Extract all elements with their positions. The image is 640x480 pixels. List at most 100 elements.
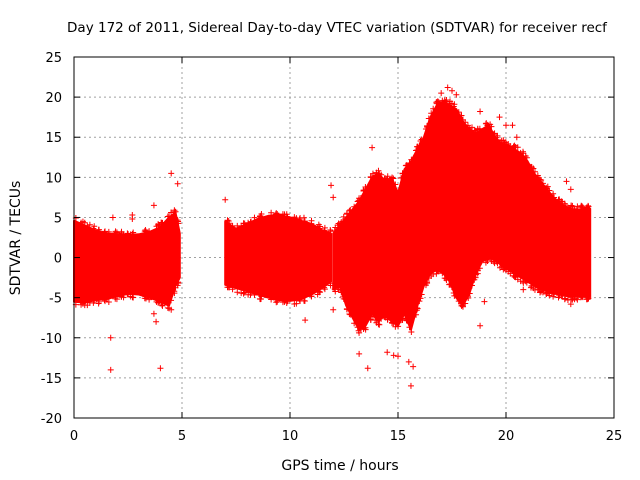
outlier-point <box>407 382 414 389</box>
outlier-point <box>453 91 460 98</box>
data-point <box>91 297 98 304</box>
data-point <box>384 316 391 323</box>
data-point <box>538 176 545 183</box>
data-point <box>372 172 379 179</box>
data-point <box>362 185 369 192</box>
data-point <box>102 298 109 305</box>
data-point <box>564 204 571 211</box>
data-point <box>130 294 137 301</box>
data-point <box>382 178 389 185</box>
data-point <box>291 300 298 307</box>
data-point <box>428 110 435 117</box>
data-point <box>118 229 125 236</box>
data-point <box>159 302 166 309</box>
data-point <box>555 294 562 301</box>
data-point <box>472 271 479 278</box>
data-point <box>174 282 181 289</box>
outlier-point <box>107 366 114 373</box>
data-point <box>512 274 519 281</box>
outlier-point <box>369 144 376 151</box>
data-point <box>395 189 402 196</box>
y-tick-label: 0 <box>54 252 62 267</box>
data-point <box>462 300 469 307</box>
data-point <box>512 144 519 151</box>
data-point <box>447 281 454 288</box>
data-point <box>279 299 286 306</box>
x-tick-label: 5 <box>178 429 186 444</box>
data-point <box>241 289 248 296</box>
data-point <box>390 175 397 182</box>
data-point <box>112 294 119 300</box>
x-axis-label: GPS time / hours <box>281 458 398 474</box>
data-point <box>494 260 501 267</box>
data-point <box>539 180 546 187</box>
outlier-point <box>129 216 136 223</box>
x-tick-label: 15 <box>390 429 407 444</box>
data-point <box>331 286 338 293</box>
data-point <box>291 214 298 221</box>
data-point <box>308 293 315 300</box>
data-point <box>468 124 475 131</box>
data-point <box>86 221 93 228</box>
y-tick-label: -20 <box>41 412 62 427</box>
data-point <box>384 173 391 180</box>
data-point <box>272 296 279 303</box>
data-point <box>238 222 245 229</box>
data-point <box>351 320 358 327</box>
data-point <box>226 220 233 227</box>
data-point <box>158 299 165 306</box>
data-point <box>296 296 303 303</box>
data-point <box>226 284 233 291</box>
data-point <box>494 132 501 139</box>
data-point <box>241 220 248 227</box>
data-point <box>172 208 179 215</box>
data-point <box>528 164 535 171</box>
data-point <box>569 202 576 209</box>
data-point <box>96 226 103 233</box>
x-tick-label: 10 <box>282 429 299 444</box>
data-point <box>283 299 290 306</box>
data-point <box>346 310 353 317</box>
data-point <box>433 267 440 274</box>
data-point <box>579 203 586 210</box>
data-point <box>418 136 425 143</box>
data-point <box>472 128 479 135</box>
data-point <box>118 293 125 300</box>
data-point <box>383 313 390 320</box>
outlier-point <box>109 214 116 221</box>
data-point <box>484 122 491 129</box>
x-tick-label: 0 <box>70 429 78 444</box>
outlier-point <box>395 353 401 360</box>
data-point <box>500 137 507 144</box>
outlier-point <box>410 363 417 370</box>
data-point <box>408 328 415 335</box>
data-point <box>487 121 494 128</box>
outlier-point <box>168 170 175 177</box>
data-point <box>577 294 584 301</box>
plot-frame <box>73 56 615 419</box>
outlier-point <box>429 138 436 145</box>
data-point <box>433 99 440 106</box>
data-point <box>338 289 345 296</box>
data-point <box>301 218 308 225</box>
data-point <box>571 205 578 212</box>
data-point <box>465 294 472 301</box>
data-point <box>174 217 181 224</box>
data-point <box>528 283 535 290</box>
data-point <box>357 195 364 202</box>
outlier-point <box>477 108 484 115</box>
data-point <box>501 265 508 272</box>
y-tick-label: 25 <box>45 51 62 66</box>
data-point <box>378 171 385 178</box>
data-point <box>468 282 475 289</box>
data-point <box>238 290 245 297</box>
data-point <box>520 150 527 157</box>
data-point <box>425 115 432 122</box>
data-point <box>321 284 328 291</box>
data-point <box>101 297 108 304</box>
data-point <box>315 288 322 295</box>
outlier-point <box>481 298 488 305</box>
data-point <box>471 276 478 283</box>
data-point <box>550 190 557 197</box>
outlier-point <box>174 180 181 187</box>
